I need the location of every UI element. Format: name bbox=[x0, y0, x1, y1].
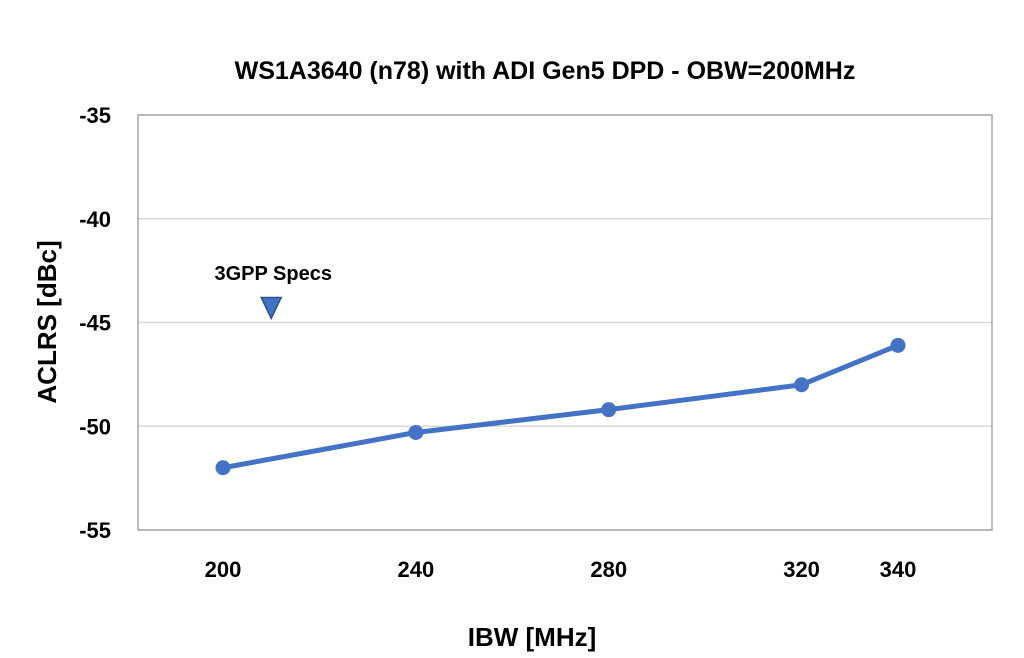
series bbox=[215, 337, 906, 476]
y-tick-label: -50 bbox=[79, 414, 111, 439]
annotation: 3GPP Specs bbox=[214, 263, 332, 321]
y-tick-label: -35 bbox=[79, 103, 111, 128]
chart-title: WS1A3640 (n78) with ADI Gen5 DPD - OBW=2… bbox=[235, 57, 856, 85]
x-axis-label: IBW [MHz] bbox=[468, 622, 597, 652]
data-point bbox=[408, 424, 424, 440]
x-axis-tick-labels: 200 240 280 320 340 bbox=[205, 557, 917, 582]
data-point bbox=[215, 460, 231, 476]
triangle-down-marker-icon bbox=[260, 296, 283, 321]
x-tick-label: 240 bbox=[397, 557, 434, 582]
data-point bbox=[601, 402, 617, 418]
y-axis-tick-labels: -35 -40 -45 -50 -55 bbox=[79, 103, 111, 543]
annotation-label: 3GPP Specs bbox=[214, 263, 331, 285]
x-tick-label: 340 bbox=[880, 557, 917, 582]
x-tick-label: 320 bbox=[783, 557, 820, 582]
y-axis-label: ACLRS [dBc] bbox=[32, 240, 62, 403]
data-point bbox=[890, 337, 906, 353]
x-tick-label: 200 bbox=[205, 557, 242, 582]
y-tick-label: -40 bbox=[79, 207, 111, 232]
data-point bbox=[794, 377, 810, 393]
x-tick-label: 280 bbox=[590, 557, 627, 582]
y-tick-label: -45 bbox=[79, 311, 111, 336]
y-tick-label: -55 bbox=[79, 518, 111, 543]
plot-area-border bbox=[137, 114, 993, 531]
